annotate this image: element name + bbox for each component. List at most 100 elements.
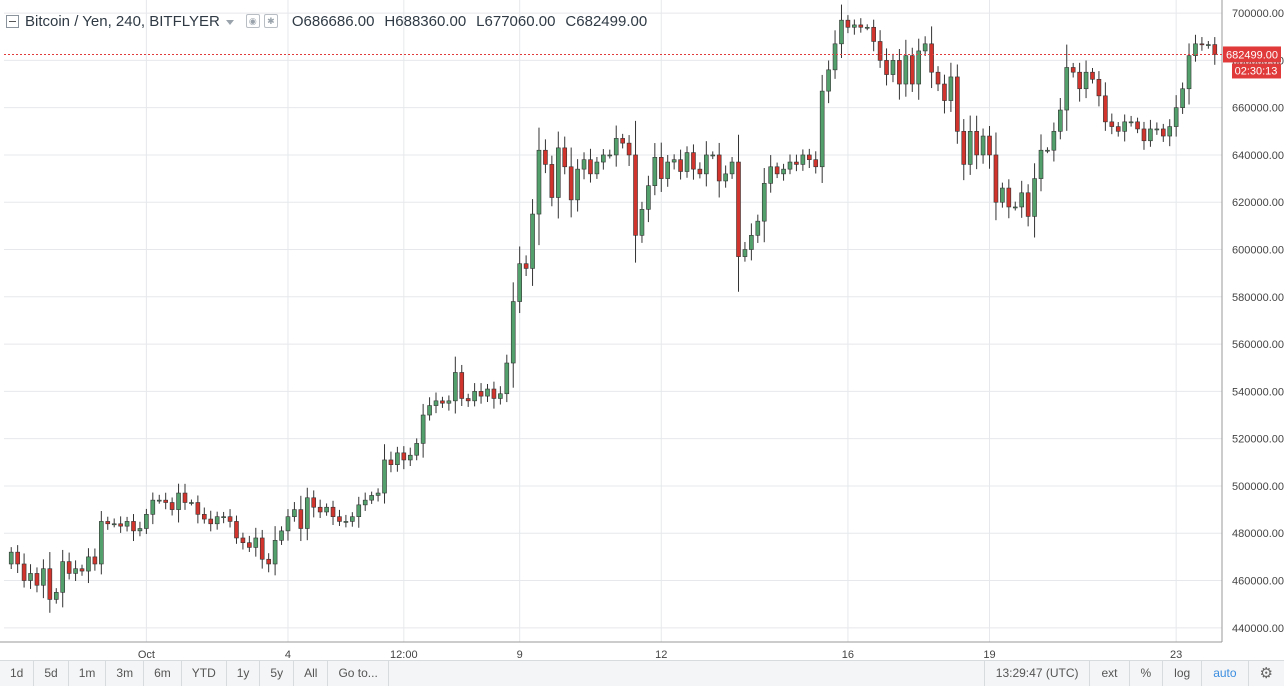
auto-toggle[interactable]: auto xyxy=(1201,661,1247,686)
x-tick-label: 23 xyxy=(1170,649,1182,660)
range-ytd-button[interactable]: YTD xyxy=(182,661,227,686)
candle-body xyxy=(1077,71,1082,90)
candle-body xyxy=(311,497,317,508)
candle-body xyxy=(1180,88,1185,108)
candle-body xyxy=(169,502,175,510)
candle-body xyxy=(555,147,561,198)
candle-body xyxy=(176,492,181,510)
candle-body xyxy=(234,521,239,539)
range-1d-button[interactable]: 1d xyxy=(0,661,35,686)
candle-body xyxy=(1019,192,1024,208)
candle-body xyxy=(1090,71,1095,80)
countdown-badge xyxy=(1232,63,1281,79)
candle-body xyxy=(903,55,909,85)
range-5d-button[interactable]: 5d xyxy=(34,661,69,686)
gear-icon[interactable]: ✱ xyxy=(263,14,278,28)
candle-body xyxy=(247,542,252,548)
eye-icon[interactable]: ◉ xyxy=(245,14,260,28)
candle-body xyxy=(465,398,471,402)
candle-body xyxy=(86,556,91,572)
symbol-title[interactable]: Bitcoin / Yen, 240, BITFLYER xyxy=(25,12,220,30)
candle-body xyxy=(974,131,979,156)
last-price-badge xyxy=(1223,46,1281,63)
candle-body xyxy=(382,459,387,494)
candle-body xyxy=(961,131,967,165)
candle-body xyxy=(523,263,529,269)
candle-body xyxy=(41,568,46,586)
range-1m-button[interactable]: 1m xyxy=(69,661,107,686)
candle-body xyxy=(871,26,876,42)
candle-body xyxy=(543,149,548,165)
low-label: L xyxy=(476,12,485,30)
candle-body xyxy=(202,514,207,520)
utc-clock[interactable]: 13:29:47 (UTC) xyxy=(983,661,1090,686)
candle-body xyxy=(613,138,619,156)
x-tick-label: 19 xyxy=(983,649,995,660)
candle-body xyxy=(993,154,999,203)
ext-toggle[interactable]: ext xyxy=(1089,661,1128,686)
candle-body xyxy=(716,154,722,182)
candle-body xyxy=(407,454,413,461)
candle-body xyxy=(839,19,844,45)
candle-body xyxy=(1128,121,1134,124)
candle-body xyxy=(28,573,33,581)
candle-body xyxy=(1006,187,1012,208)
range-3m-button[interactable]: 3m xyxy=(106,661,145,686)
candle-body xyxy=(208,518,214,525)
candle-body xyxy=(864,26,870,29)
candle-body xyxy=(388,459,394,465)
gear-icon[interactable]: ⚙ xyxy=(1247,661,1284,686)
percent-toggle[interactable]: % xyxy=(1128,661,1163,686)
candle-body xyxy=(781,168,786,175)
countdown-label: 02:30:13 xyxy=(1235,65,1278,77)
candle-body xyxy=(639,209,645,236)
candle-body xyxy=(292,509,297,517)
candle-body xyxy=(362,499,368,506)
candle-body xyxy=(369,495,374,501)
candle-body xyxy=(189,502,194,504)
range-6m-button[interactable]: 6m xyxy=(144,661,182,686)
log-toggle[interactable]: log xyxy=(1162,661,1201,686)
candle-body xyxy=(710,154,716,157)
candle-body xyxy=(742,249,748,257)
candle-body xyxy=(787,161,793,170)
y-tick-label: 480000.00 xyxy=(1232,528,1284,540)
candle-body xyxy=(111,523,117,526)
candle-body xyxy=(800,154,806,165)
candle-body xyxy=(1148,128,1153,142)
candle-body xyxy=(47,568,53,600)
candle-body xyxy=(343,521,349,523)
candle-body xyxy=(472,391,477,402)
chevron-down-icon[interactable] xyxy=(225,20,234,25)
candle-body xyxy=(549,164,555,198)
range-1y-button[interactable]: 1y xyxy=(227,661,261,686)
candlestick-chart[interactable]: 440000.00 460000.00 480000.00 500000.00 5200… xyxy=(0,0,1284,660)
candle-body xyxy=(1058,109,1063,132)
candle-body xyxy=(884,60,889,75)
x-tick-label: Oct xyxy=(138,649,155,660)
high-label: H xyxy=(384,12,396,30)
candle-body xyxy=(562,147,568,168)
chart-legend-header: Bitcoin / Yen, 240, BITFLYER ◉ ✱ O 686686… xyxy=(6,10,657,32)
goto-button[interactable]: Go to... xyxy=(328,661,389,686)
candle-body xyxy=(697,168,703,175)
range-all-button[interactable]: All xyxy=(294,661,329,686)
candle-body xyxy=(156,499,162,502)
candle-body xyxy=(1096,78,1102,97)
candle-body xyxy=(498,393,503,399)
candle-body xyxy=(704,154,709,175)
x-tick-label: 12 xyxy=(655,649,667,660)
candle-body xyxy=(304,497,310,529)
y-tick-label: 700000.00 xyxy=(1232,8,1284,20)
collapse-legend-icon[interactable] xyxy=(6,14,19,28)
candle-body xyxy=(163,499,168,503)
candle-body xyxy=(144,514,149,529)
candle-body xyxy=(935,71,941,85)
candle-body xyxy=(633,154,638,236)
candle-body xyxy=(510,301,516,364)
candle-body xyxy=(1012,206,1018,209)
candle-body xyxy=(21,563,27,581)
range-5y-button[interactable]: 5y xyxy=(260,661,295,686)
candle-body xyxy=(813,159,819,168)
candle-body xyxy=(266,558,271,565)
